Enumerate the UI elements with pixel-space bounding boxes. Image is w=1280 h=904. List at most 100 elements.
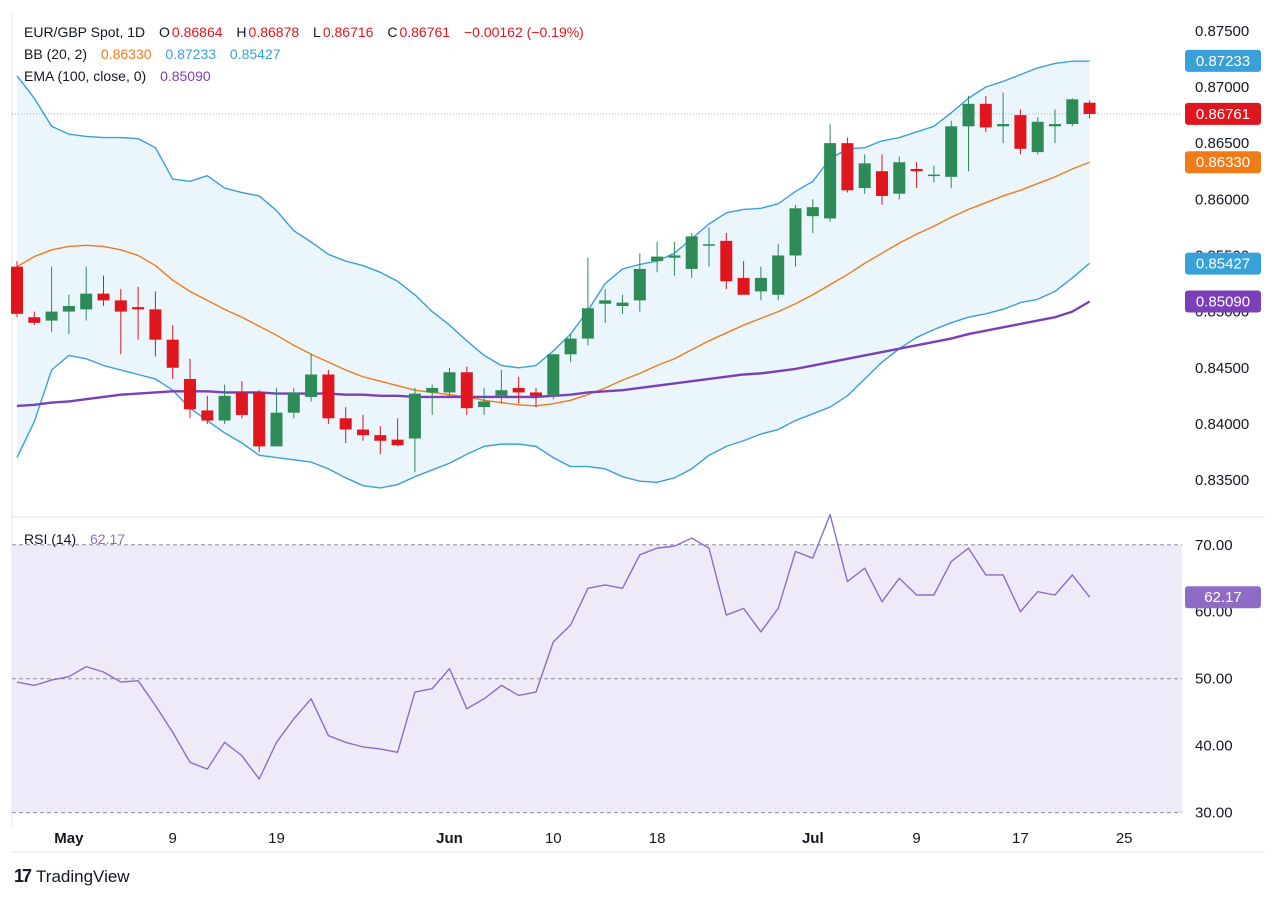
candle xyxy=(11,261,23,318)
candle xyxy=(357,414,369,441)
candle xyxy=(62,294,75,335)
price-axis-tick: 0.84000 xyxy=(1195,416,1249,433)
candle-body xyxy=(945,126,958,177)
candle xyxy=(910,162,923,189)
badge-rsi: 62.17 xyxy=(1185,586,1261,609)
bollinger-band-fill xyxy=(17,61,1090,488)
candle xyxy=(616,294,629,314)
candle-body xyxy=(1031,121,1044,153)
candle xyxy=(945,120,958,189)
candle xyxy=(685,232,698,278)
candle xyxy=(235,381,248,419)
candle-body xyxy=(979,103,992,128)
badge-lower-label: 0.85427 xyxy=(1196,256,1250,273)
candle xyxy=(443,367,456,396)
candle-body xyxy=(443,372,456,393)
badge-upper: 0.87233 xyxy=(1185,49,1261,72)
candle-body xyxy=(218,395,231,421)
candle-body xyxy=(28,317,41,323)
legend-high-label: H xyxy=(236,24,247,40)
bollinger-fill-area xyxy=(17,61,1090,488)
price-axis-tick: 0.86000 xyxy=(1195,191,1249,208)
rsi-axis-tick: 30.00 xyxy=(1195,805,1233,822)
price-axis-tick: 0.86500 xyxy=(1195,135,1249,152)
candle xyxy=(512,376,525,404)
legend-high-value: 0.86878 xyxy=(248,24,300,40)
candle-body xyxy=(1049,124,1061,127)
price-axis-tick: 0.87500 xyxy=(1195,23,1249,40)
badge-close: 0.86761 xyxy=(1185,102,1261,125)
candle-body xyxy=(962,103,975,127)
legend-ema-value: 0.85090 xyxy=(160,68,211,84)
candle-body xyxy=(149,309,162,340)
badge-basis-label: 0.86330 xyxy=(1196,154,1250,171)
candle xyxy=(754,266,767,301)
tradingview-brand[interactable]: 17 TradingView xyxy=(14,866,130,887)
candle-body xyxy=(391,439,404,446)
candle xyxy=(166,325,179,379)
candle xyxy=(201,395,214,424)
legend-bb: BB (20, 2) 0.86330 0.87233 0.85427 xyxy=(24,46,283,62)
candle-body xyxy=(1066,99,1079,125)
candle-body xyxy=(495,390,508,396)
legend-bb-upper: 0.87233 xyxy=(165,46,217,62)
candle-body xyxy=(270,412,283,447)
candle-body xyxy=(408,393,421,439)
candle xyxy=(184,358,196,419)
candle xyxy=(218,384,231,424)
candle xyxy=(478,387,491,415)
legend-ema-label: EMA (100, close, 0) xyxy=(24,68,147,84)
candle-body xyxy=(927,174,940,177)
badge-upper-bg xyxy=(1185,49,1261,72)
candle-body xyxy=(460,372,473,409)
candle-body xyxy=(1083,102,1096,114)
candle xyxy=(132,286,145,340)
badge-lower-bg xyxy=(1185,252,1261,275)
candle xyxy=(668,241,681,276)
legend-open-value: 0.86864 xyxy=(171,24,223,40)
candle xyxy=(858,154,871,194)
candle xyxy=(149,291,162,357)
time-axis-tick: 17 xyxy=(1012,830,1029,847)
candle-body xyxy=(824,143,837,219)
candle-body xyxy=(616,302,629,306)
candle xyxy=(962,95,975,172)
candle-body xyxy=(1014,115,1027,149)
candle-body xyxy=(910,168,923,172)
candles xyxy=(11,92,1096,473)
bb-basis-line xyxy=(16,161,1090,407)
badge-ema-bg xyxy=(1185,290,1261,313)
badge-basis: 0.86330 xyxy=(1185,151,1261,174)
time-axis-tick: 10 xyxy=(545,830,562,847)
rsi-line xyxy=(16,513,1091,780)
candle xyxy=(599,289,612,323)
candle-body xyxy=(668,255,681,258)
candle xyxy=(322,370,335,424)
candle-body xyxy=(806,207,819,217)
rsi-pane xyxy=(12,513,1182,814)
candle-body xyxy=(997,124,1010,127)
candle xyxy=(374,426,387,455)
candle xyxy=(460,366,473,415)
time-axis-tick: 9 xyxy=(169,830,177,847)
badge-ema: 0.85090 xyxy=(1185,290,1261,313)
badge-close-bg xyxy=(1185,102,1261,125)
candle xyxy=(339,407,352,444)
candle-body xyxy=(114,300,127,312)
candle xyxy=(703,227,715,267)
candle xyxy=(633,253,646,312)
candle xyxy=(720,232,733,290)
candle-body xyxy=(703,244,715,246)
rsi-axis-tick: 40.00 xyxy=(1195,738,1233,755)
candle-body xyxy=(633,268,646,301)
candle xyxy=(564,334,577,363)
candle xyxy=(426,384,439,415)
candle-body xyxy=(876,171,888,196)
badge-rsi-bg xyxy=(1185,586,1261,609)
legend-rsi-label: RSI (14) xyxy=(24,531,77,547)
candle-body xyxy=(685,236,698,269)
legend-low-value: 0.86716 xyxy=(322,24,374,40)
time-axis-tick: Jul xyxy=(802,830,824,847)
time-axis-tick: 9 xyxy=(912,830,920,847)
